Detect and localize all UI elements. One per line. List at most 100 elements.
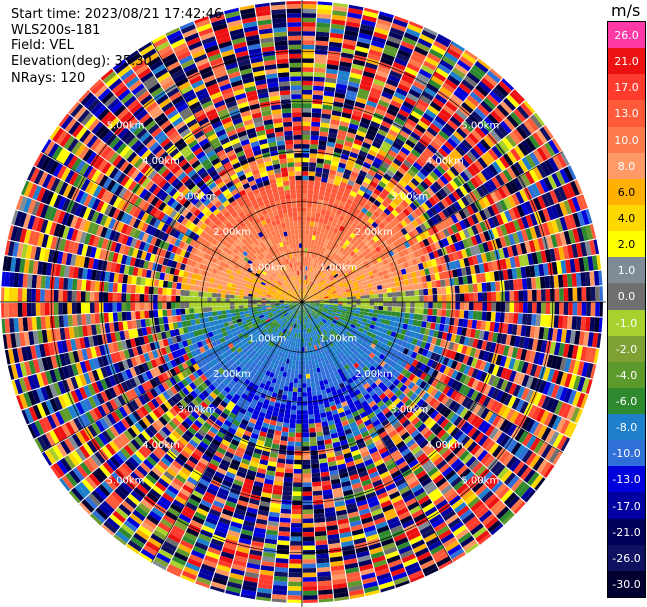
velocity-cell: [313, 268, 317, 274]
velocity-cell: [511, 193, 521, 206]
velocity-cell: [294, 446, 302, 451]
velocity-cell: [511, 244, 519, 257]
velocity-cell: [302, 1, 317, 5]
velocity-cell: [546, 206, 555, 221]
velocity-cell: [353, 208, 361, 215]
velocity-cell: [312, 486, 322, 492]
velocity-cell: [316, 208, 322, 214]
velocity-cell: [328, 295, 334, 298]
velocity-cell: [400, 163, 410, 172]
velocity-cell: [412, 50, 427, 61]
velocity-cell: [463, 75, 478, 88]
velocity-cell: [419, 193, 428, 203]
velocity-cell: [311, 239, 315, 245]
velocity-cell: [309, 294, 314, 298]
velocity-cell: [576, 227, 585, 242]
velocity-cell: [466, 237, 474, 247]
velocity-cell: [318, 222, 323, 228]
velocity-cell: [302, 374, 306, 379]
velocity-cell: [328, 282, 334, 287]
velocity-cell: [362, 281, 368, 286]
velocity-cell: [390, 145, 400, 154]
velocity-cell: [382, 233, 390, 241]
velocity-cell: [515, 243, 523, 256]
velocity-cell: [368, 309, 374, 313]
velocity-cell: [335, 138, 345, 145]
velocity-cell: [520, 266, 527, 279]
velocity-cell: [295, 441, 302, 447]
velocity-cell: [408, 278, 414, 285]
velocity-cell: [288, 577, 302, 582]
velocity-cell: [432, 167, 443, 178]
velocity-cell: [436, 309, 442, 317]
velocity-cell: [355, 295, 361, 299]
velocity-cell: [517, 313, 523, 325]
velocity-cell: [324, 270, 330, 276]
velocity-cell: [283, 481, 293, 487]
velocity-cell: [320, 299, 325, 301]
velocity-cell: [312, 94, 323, 100]
velocity-cell: [294, 373, 299, 379]
velocity-cell: [418, 289, 424, 296]
velocity-cell: [324, 264, 329, 269]
velocity-cell: [373, 309, 379, 314]
velocity-cell: [433, 40, 448, 52]
velocity-cell: [288, 432, 296, 438]
velocity-cell: [465, 266, 472, 276]
velocity-cell: [425, 245, 433, 253]
velocity-cell: [471, 110, 484, 123]
velocity-cell: [446, 216, 455, 226]
velocity-cell: [387, 297, 393, 302]
velocity-cell: [414, 302, 420, 308]
velocity-cell: [380, 279, 386, 285]
velocity-cell: [277, 535, 290, 541]
velocity-cell: [558, 246, 565, 261]
velocity-cell: [425, 274, 432, 282]
velocity-cell: [430, 322, 436, 330]
velocity-cell: [292, 491, 302, 497]
velocity-cell: [302, 347, 305, 352]
velocity-cell: [440, 108, 452, 119]
velocity-cell: [279, 517, 291, 523]
velocity-cell: [508, 279, 514, 291]
velocity-cell: [532, 132, 544, 147]
velocity-cell: [343, 38, 357, 46]
velocity-cell: [424, 253, 431, 262]
velocity-cell: [374, 108, 386, 117]
velocity-cell: [315, 45, 328, 51]
velocity-cell: [361, 207, 368, 215]
velocity-cell: [397, 49, 412, 59]
velocity-cell: [306, 257, 309, 262]
velocity-cell: [368, 207, 376, 214]
velocity-cell: [364, 221, 372, 228]
velocity-cell: [454, 285, 460, 294]
velocity-cell: [334, 233, 341, 240]
velocity-cell: [362, 269, 368, 275]
velocity-cell: [360, 298, 366, 302]
velocity-cell: [345, 184, 353, 191]
velocity-cell: [304, 342, 307, 348]
velocity-cell: [302, 261, 304, 266]
velocity-cell: [548, 139, 560, 155]
velocity-cell: [304, 243, 308, 249]
velocity-cell: [469, 265, 476, 275]
velocity-cell: [304, 346, 308, 352]
velocity-cell: [506, 166, 517, 180]
velocity-cell: [483, 97, 496, 110]
velocity-cell: [281, 376, 286, 382]
velocity-cell: [350, 245, 357, 251]
velocity-cell: [317, 240, 322, 247]
velocity-cell: [372, 36, 387, 45]
velocity-cell: [507, 245, 514, 258]
velocity-cell: [410, 110, 422, 120]
velocity-cell: [331, 207, 338, 214]
velocity-cell: [473, 292, 479, 302]
velocity-cell: [350, 290, 356, 295]
velocity-cell: [359, 311, 365, 315]
velocity-cell: [421, 321, 427, 328]
velocity-cell: [469, 68, 483, 81]
velocity-cell: [324, 238, 330, 245]
velocity-cell: [353, 218, 361, 226]
velocity-cell: [422, 112, 434, 123]
velocity-cell: [289, 423, 296, 429]
